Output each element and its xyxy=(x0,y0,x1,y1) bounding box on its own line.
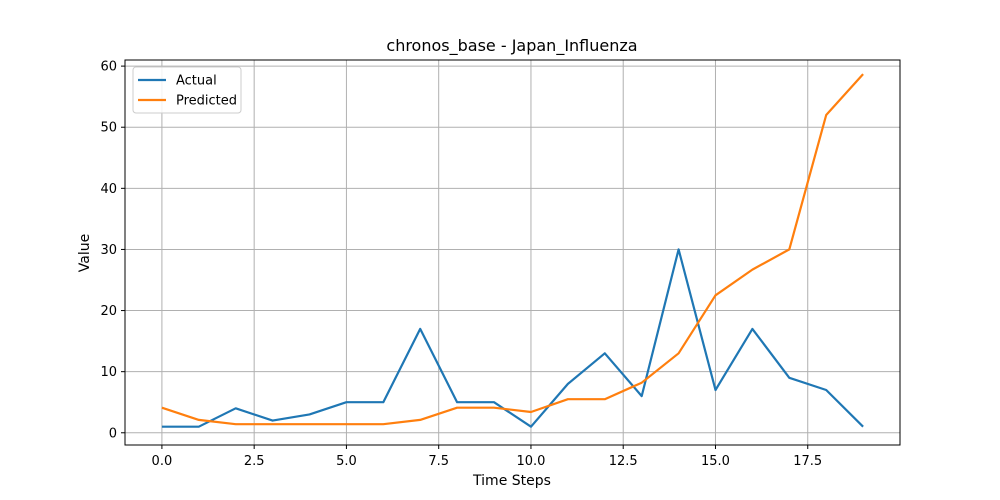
y-tick-label: 30 xyxy=(100,243,117,258)
x-tick-label: 5.0 xyxy=(336,454,357,469)
series-line-predicted xyxy=(161,73,864,426)
legend-label-predicted: Predicted xyxy=(176,94,237,109)
x-tick-label: 15.0 xyxy=(701,454,730,469)
legend-label-actual: Actual xyxy=(176,74,217,89)
grid-lines xyxy=(125,60,900,445)
y-tick-label: 0 xyxy=(109,426,117,441)
x-tick-label: 0.0 xyxy=(152,454,173,469)
plot-frame xyxy=(124,59,901,446)
legend: Actual Predicted xyxy=(132,66,242,114)
series-lines xyxy=(161,73,864,428)
x-tick-label: 7.5 xyxy=(428,454,449,469)
legend-box xyxy=(132,66,242,114)
x-tick-label: 10.0 xyxy=(516,454,545,469)
y-tick-label: 50 xyxy=(100,121,117,136)
y-axis-label: Value xyxy=(77,234,93,272)
chart-title: chronos_base - Japan_Influenza xyxy=(386,36,637,56)
axis-ticks: 0.0 2.5 5.0 7.5 10.0 12.5 15.0 17.5 0 10 20 30 40 50 6… xyxy=(100,60,822,469)
x-axis-label: Time Steps xyxy=(472,473,551,489)
y-tick-label: 60 xyxy=(100,60,117,75)
y-tick-label: 10 xyxy=(100,365,117,380)
x-tick-label: 2.5 xyxy=(244,454,265,469)
y-tick-label: 40 xyxy=(100,182,117,197)
y-tick-label: 20 xyxy=(100,304,117,319)
x-tick-label: 12.5 xyxy=(609,454,638,469)
series-line-actual xyxy=(161,248,864,428)
x-tick-label: 17.5 xyxy=(793,454,822,469)
